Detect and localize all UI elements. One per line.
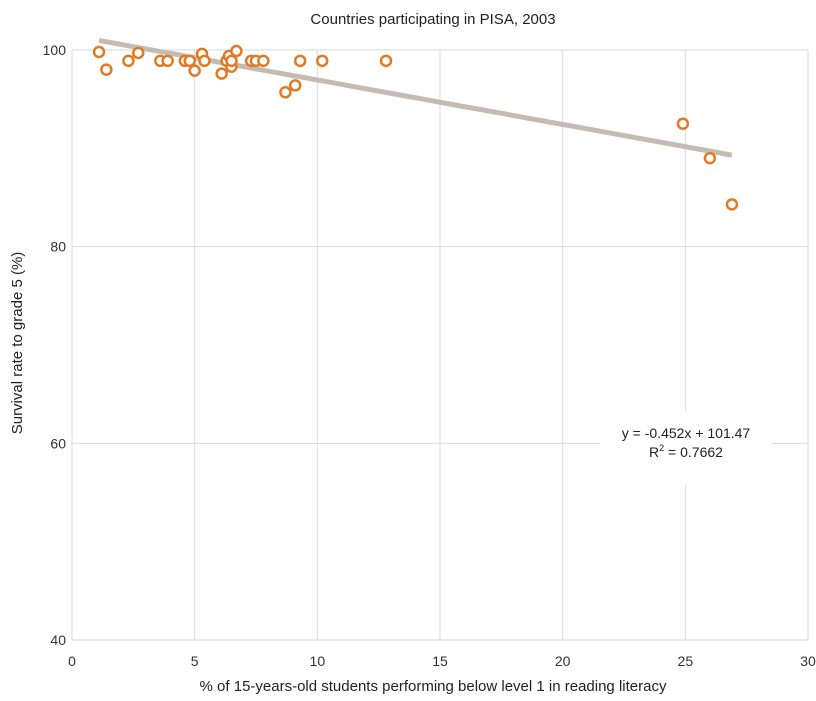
- r-squared-text: R2 = 0.7662: [649, 443, 723, 460]
- data-point: [293, 54, 307, 68]
- data-point: [122, 54, 135, 68]
- x-tick-label: 15: [432, 653, 448, 669]
- x-tick-label: 0: [68, 653, 76, 669]
- data-point: [225, 54, 238, 68]
- data-point: [131, 46, 145, 60]
- data-point: [257, 54, 270, 68]
- data-point: [230, 44, 243, 58]
- data-point: [379, 54, 393, 68]
- data-point: [315, 54, 329, 68]
- x-tick-label: 5: [191, 653, 199, 669]
- y-tick-label: 60: [50, 435, 66, 451]
- chart-title: Countries participating in PISA, 2003: [310, 11, 555, 28]
- data-point: [676, 117, 690, 130]
- data-point: [215, 67, 228, 80]
- data-point: [725, 198, 739, 211]
- trendline-equation: y = -0.452x + 101.47 R2 = 0.7662: [600, 412, 772, 484]
- data-point: [100, 63, 113, 76]
- y-tick-label: 40: [50, 632, 66, 648]
- data-point: [289, 79, 302, 92]
- y-tick-label: 80: [50, 239, 66, 255]
- x-axis-ticks: 0 5 10 15 20 25 30: [68, 653, 816, 669]
- x-tick-label: 10: [310, 653, 326, 669]
- y-axis-ticks: 40 60 80 100: [43, 42, 67, 648]
- r-squared-value: = 0.7662: [664, 444, 723, 460]
- data-point: [279, 86, 292, 99]
- data-point: [183, 54, 197, 68]
- r-squared-symbol: R: [649, 444, 659, 460]
- data-point: [92, 45, 106, 59]
- grid-lines: [71, 49, 809, 641]
- data-point: [703, 151, 717, 165]
- x-tick-label: 30: [800, 653, 816, 669]
- x-tick-label: 25: [678, 653, 694, 669]
- data-point: [188, 64, 201, 77]
- equation-background: [600, 412, 772, 484]
- y-axis-label: Survival rate to grade 5 (%): [9, 252, 26, 435]
- r-squared-exponent: 2: [659, 443, 664, 453]
- y-tick-label: 100: [43, 42, 67, 58]
- data-points: [92, 44, 739, 211]
- data-point: [198, 54, 211, 68]
- x-axis-label: % of 15-years-old students performing be…: [200, 678, 667, 695]
- equation-text: y = -0.452x + 101.47: [622, 425, 751, 441]
- x-tick-label: 20: [555, 653, 571, 669]
- data-point: [161, 54, 174, 68]
